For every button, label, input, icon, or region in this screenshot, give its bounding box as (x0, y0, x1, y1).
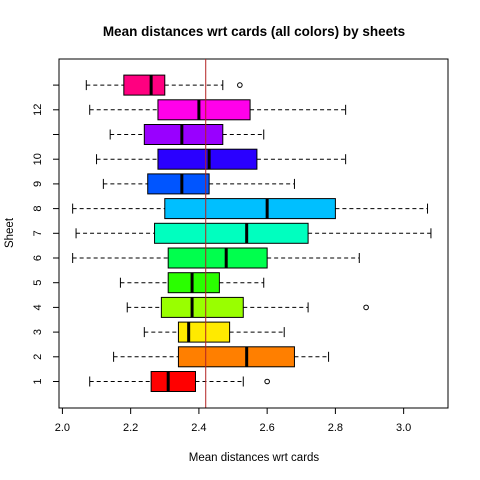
iqr-box (147, 173, 210, 195)
box-sheet-1 (89, 371, 270, 392)
y-tick-label: 8 (32, 206, 44, 212)
y-tick-label: 10 (32, 153, 44, 165)
iqr-box (157, 99, 251, 121)
box-sheet-3 (143, 321, 285, 343)
box-sheet-13 (85, 74, 243, 96)
box-sheet-6 (72, 247, 360, 269)
y-tick-label: 9 (32, 181, 44, 187)
x-axis-label: Mean distances wrt cards (189, 452, 320, 464)
box-sheet-8 (72, 198, 429, 220)
y-tick-label: 7 (32, 230, 44, 236)
iqr-box (143, 124, 224, 145)
box-sheet-7 (75, 222, 432, 244)
box-sheet-9 (102, 173, 295, 195)
iqr-box (164, 198, 336, 220)
x-tick-label: 2.2 (123, 422, 138, 434)
y-tick-label: 2 (32, 354, 44, 360)
outlier-point (264, 378, 270, 385)
box-sheet-5 (119, 272, 265, 294)
y-tick-label: 3 (32, 329, 44, 335)
y-tick-label: 6 (32, 255, 44, 261)
box-sheet-2 (113, 346, 330, 368)
x-tick-label: 2.8 (328, 422, 343, 434)
iqr-box (167, 272, 220, 294)
y-tick-label: 12 (32, 104, 44, 116)
y-tick-label: 5 (32, 280, 44, 286)
iqr-box (177, 321, 231, 343)
y-axis-label: Sheet (4, 217, 16, 248)
outlier-point (237, 82, 243, 88)
iqr-box (160, 296, 244, 318)
plot-marks (72, 59, 432, 408)
box-sheet-10 (96, 148, 347, 170)
x-axis: 2.0 2.2 2.4 2.6 2.8 3.0 (55, 407, 411, 434)
outlier-point (363, 304, 369, 311)
x-tick-label: 3.0 (396, 422, 411, 434)
box-sheet-12 (89, 99, 347, 121)
y-tick-label: 4 (32, 304, 44, 310)
iqr-box (157, 148, 258, 170)
chart-title: Mean distances wrt cards (all colors) by… (103, 24, 405, 39)
iqr-box (167, 247, 268, 269)
iqr-box (123, 74, 166, 96)
x-tick-label: 2.4 (191, 422, 206, 434)
box-sheet-11 (109, 124, 265, 145)
iqr-box (154, 222, 309, 244)
box-sheet-4 (126, 296, 369, 318)
y-tick-label: 1 (32, 378, 44, 384)
x-tick-label: 2.0 (55, 422, 70, 434)
x-tick-label: 2.6 (260, 422, 275, 434)
iqr-box (150, 371, 196, 392)
iqr-box (177, 346, 295, 368)
